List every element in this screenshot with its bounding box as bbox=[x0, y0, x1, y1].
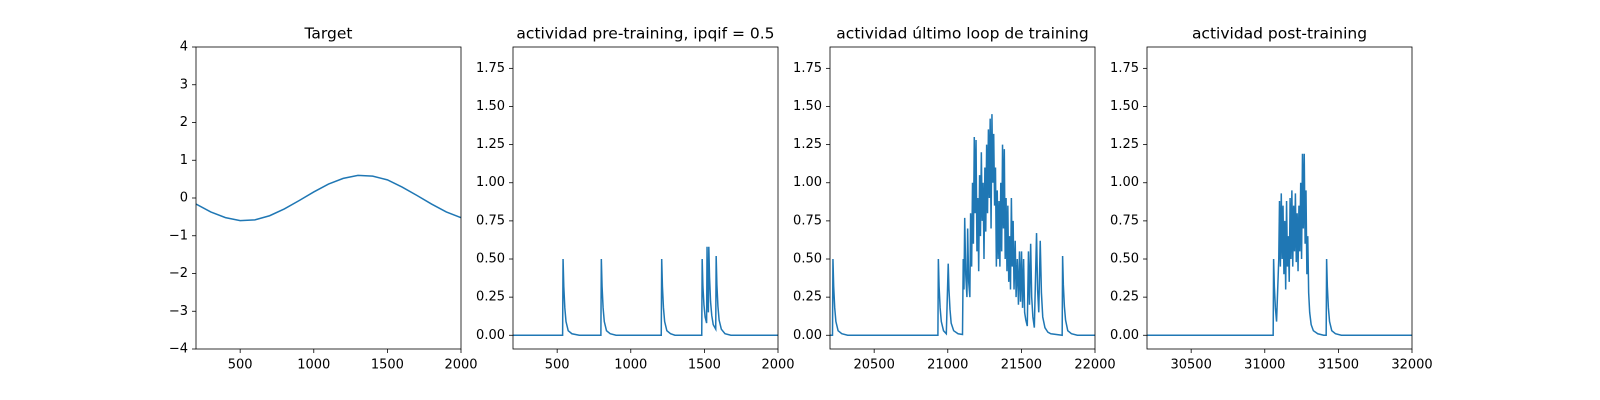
y-tick-label: 0.00 bbox=[476, 328, 505, 343]
y-tick-label: 2 bbox=[180, 115, 188, 130]
y-tick-label: 0.75 bbox=[476, 213, 505, 228]
subplot-title: actividad post-training bbox=[1192, 25, 1367, 43]
y-tick-label: −1 bbox=[169, 228, 188, 243]
subplot-title: Target bbox=[304, 25, 353, 43]
y-tick-label: 1.00 bbox=[476, 175, 505, 190]
x-tick-label: 30500 bbox=[1170, 358, 1211, 373]
y-tick-label: 1.75 bbox=[1110, 61, 1139, 76]
x-tick-label: 20500 bbox=[853, 358, 894, 373]
y-tick-label: 1.50 bbox=[793, 99, 822, 114]
line bbox=[1147, 153, 1412, 337]
line bbox=[830, 114, 1095, 337]
y-tick-label: 1.25 bbox=[1110, 137, 1139, 152]
x-tick-label: 2000 bbox=[444, 358, 477, 373]
x-tick-label: 21000 bbox=[927, 358, 968, 373]
y-tick-label: 4 bbox=[180, 40, 188, 55]
y-tick-label: −2 bbox=[169, 266, 188, 281]
subplot: actividad post-training 0.00 0.25 0.50 0.75 1… bbox=[1110, 25, 1433, 373]
x-tick-label: 1000 bbox=[614, 358, 647, 373]
y-tick-label: −3 bbox=[169, 304, 188, 319]
subplot-title: actividad pre-training, ipqif = 0.5 bbox=[516, 25, 774, 43]
y-tick-label: 0.00 bbox=[793, 328, 822, 343]
y-tick-label: 1.25 bbox=[476, 137, 505, 152]
subplot-title: actividad último loop de training bbox=[836, 25, 1088, 43]
y-tick-label: 0.50 bbox=[1110, 252, 1139, 267]
x-tick-label: 32000 bbox=[1391, 358, 1432, 373]
subplot: actividad último loop de training 0.00 0.2… bbox=[793, 25, 1116, 373]
y-tick-label: 1.00 bbox=[793, 175, 822, 190]
y-tick-label: 1.75 bbox=[476, 61, 505, 76]
x-tick-label: 31500 bbox=[1318, 358, 1359, 373]
y-tick-label: 0.25 bbox=[793, 290, 822, 305]
x-tick-label: 1500 bbox=[371, 358, 404, 373]
subplot: actividad pre-training, ipqif = 0.5 0.00 0… bbox=[476, 25, 795, 373]
y-tick-label: 0.00 bbox=[1110, 328, 1139, 343]
y-tick-label: 1.50 bbox=[476, 99, 505, 114]
x-tick-label: 500 bbox=[545, 358, 570, 373]
y-tick-label: 0.75 bbox=[1110, 213, 1139, 228]
y-tick-label: 1.25 bbox=[793, 137, 822, 152]
subplot: Target −4 −3 −2 −1 0 1 2 3 4 500 1000 1500 2000 bbox=[169, 25, 478, 373]
y-tick-label: 1.50 bbox=[1110, 99, 1139, 114]
y-tick-label: 0.75 bbox=[793, 213, 822, 228]
y-tick-label: 1.00 bbox=[1110, 175, 1139, 190]
x-tick-label: 21500 bbox=[1001, 358, 1042, 373]
line bbox=[513, 246, 778, 337]
y-tick-label: 0.50 bbox=[476, 252, 505, 267]
y-tick-label: −4 bbox=[169, 342, 188, 357]
y-tick-label: 3 bbox=[180, 77, 188, 92]
x-tick-label: 22000 bbox=[1074, 358, 1115, 373]
y-tick-label: 0.25 bbox=[1110, 290, 1139, 305]
x-tick-label: 1500 bbox=[688, 358, 721, 373]
x-tick-label: 2000 bbox=[761, 358, 794, 373]
y-tick-label: 1 bbox=[180, 153, 188, 168]
axes-frame bbox=[512, 46, 779, 350]
axes-frame bbox=[829, 46, 1096, 350]
x-tick-label: 500 bbox=[228, 358, 253, 373]
y-tick-label: 1.75 bbox=[793, 61, 822, 76]
x-tick-label: 1000 bbox=[297, 358, 330, 373]
y-tick-label: 0.25 bbox=[476, 290, 505, 305]
axes-frame bbox=[195, 46, 462, 350]
y-tick-label: 0 bbox=[180, 191, 188, 206]
line bbox=[196, 174, 461, 222]
axes-frame bbox=[1146, 46, 1413, 350]
y-tick-label: 0.50 bbox=[793, 252, 822, 267]
x-tick-label: 31000 bbox=[1244, 358, 1285, 373]
